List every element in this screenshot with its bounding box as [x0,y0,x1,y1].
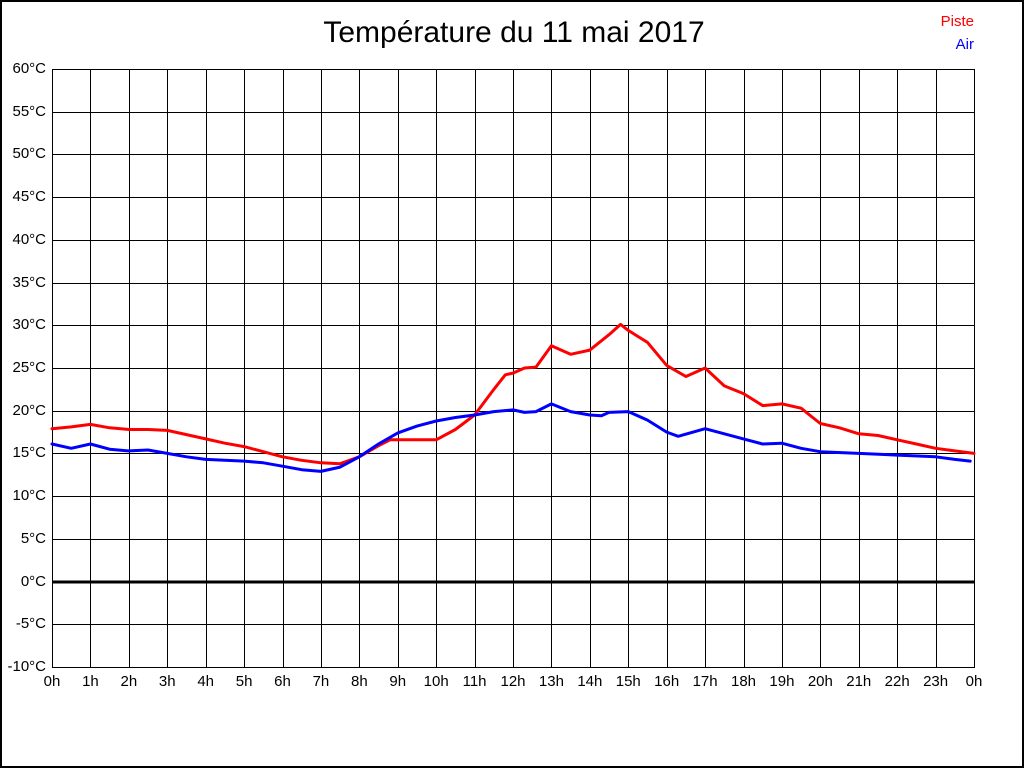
x-axis-tick-label: 15h [615,673,641,690]
x-axis-tick-label: 12h [500,673,526,690]
legend-item-piste: Piste [940,13,974,30]
y-axis-tick-label: 5°C [20,529,46,547]
x-axis-tick-label: 8h [350,673,368,690]
y-axis-tick-label: 30°C [12,316,46,334]
x-axis-tick-label: 23h [923,673,949,690]
x-axis-tick-label: 4h [197,673,214,690]
series-line-air [50,402,972,473]
x-axis-tick-label: 0h [965,673,983,690]
x-axis-tick-label: 0h [43,673,61,690]
x-axis-tick-label: 11h [462,673,487,690]
x-axis-tick-label: 20h [807,673,833,690]
y-axis-tick-label: 20°C [12,401,46,419]
x-axis-tick-label: 6h [274,673,291,690]
x-axis-tick-label: 18h [730,673,757,690]
x-axis-tick-label: 5h [235,673,253,690]
x-axis-tick-label: 2h [120,673,138,690]
y-axis-tick-label: 55°C [12,102,46,120]
y-axis-tick-label: -5°C [15,615,46,633]
x-axis-tick-label: 14h [577,673,603,690]
y-axis-tick-label: 40°C [12,230,46,248]
chart-title: Température du 11 mai 2017 [323,16,705,49]
x-axis-tick-label: 22h [884,673,910,690]
y-axis-tick-label: 60°C [12,60,46,77]
chart-grid [52,69,975,668]
y-axis-tick-label: -10°C [7,658,46,675]
x-axis-tick-label: 10h [423,673,449,690]
legend-item-air: Air [955,36,974,53]
y-axis-tick-label: 45°C [12,188,46,206]
y-axis-tick-label: 50°C [12,145,46,163]
y-axis-tick-label: 25°C [12,359,46,376]
x-axis-tick-label: 19h [769,673,795,690]
y-axis-tick-label: 15°C [12,444,46,462]
y-axis-tick-label: 0°C [20,572,46,590]
chart-legend: Piste Air [941,10,974,56]
x-axis-tick-label: 1h [82,673,99,690]
y-axis-tick-label: 10°C [12,487,46,505]
x-axis-tick-label: 7h [312,673,330,690]
x-axis-tick-label: 21h [846,673,872,690]
y-axis-tick-label: 35°C [12,273,46,291]
x-axis-tick-label: 3h [158,673,176,690]
x-axis-tick-label: 13h [538,673,564,690]
x-axis-tick-label: 16h [654,673,680,690]
series-line-piste [50,322,976,466]
x-axis-tick-label: 9h [389,673,407,690]
x-axis-tick-label: 17h [692,673,718,690]
